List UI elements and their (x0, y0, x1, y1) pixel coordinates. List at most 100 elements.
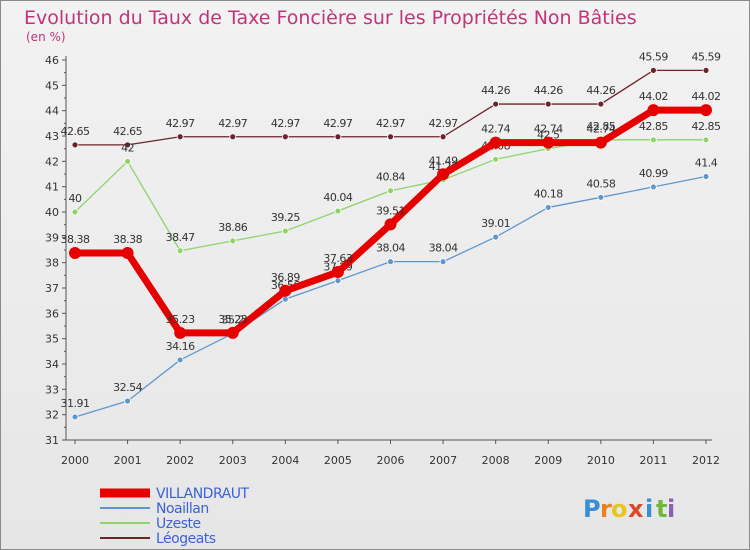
series-léogeats: 42.65 42.65 42.97 42.97 42.97 42.97 42.97 42.97… (61, 50, 721, 149)
data-label: 45.59 (639, 50, 668, 63)
data-label: 42.74 (586, 123, 615, 136)
x-tick-label: 2010 (587, 454, 615, 467)
data-point (387, 187, 394, 195)
data-label: 34.16 (166, 340, 195, 353)
data-point (647, 104, 660, 117)
data-point (69, 247, 81, 260)
series-noaillan: 31.9132.5434.1635.236.5637.2938.0438.043… (61, 157, 718, 421)
logo-letter: x (628, 495, 644, 523)
data-label: 42 (121, 141, 134, 154)
x-tick-label: 2011 (639, 454, 667, 467)
data-label: 37.63 (323, 252, 352, 265)
y-tick-label: 39 (45, 231, 59, 244)
data-label: 42.97 (429, 117, 458, 130)
series-layer: 42.65 42.65 42.97 42.97 42.97 42.97 42.97 42.97… (61, 50, 721, 421)
data-point (121, 247, 134, 260)
y-tick-label: 37 (45, 282, 59, 295)
data-point (650, 183, 657, 191)
logo-letter: i (667, 495, 675, 523)
data-point (176, 133, 184, 141)
y-tick-label: 34 (45, 358, 59, 371)
y-tick-label: 44 (45, 105, 59, 118)
data-point (650, 136, 657, 144)
y-tick-label: 32 (45, 409, 59, 422)
y-tick-label: 35 (45, 333, 59, 346)
data-point (387, 258, 394, 266)
legend-item-léogeats: Léogeats (100, 531, 216, 547)
data-label: 42.74 (481, 123, 510, 136)
data-point (71, 141, 79, 149)
data-label: 35.23 (166, 313, 195, 326)
chart-subtitle: (en %) (26, 30, 66, 44)
data-point (71, 208, 79, 216)
x-tick-label: 2004 (271, 454, 299, 467)
data-point (174, 326, 187, 339)
data-point (176, 247, 184, 255)
data-label: 38.04 (429, 242, 458, 255)
legend-label: Noaillan (156, 501, 209, 517)
y-tick-label: 33 (45, 383, 59, 396)
logo-letter: o (611, 495, 628, 523)
data-label: 44.26 (481, 84, 510, 97)
data-label: 31.91 (61, 397, 90, 410)
data-label: 35.23 (218, 313, 247, 326)
data-label: 44.02 (639, 90, 668, 103)
data-label: 35.2 (222, 314, 245, 327)
x-tick-label: 2002 (166, 454, 194, 467)
data-point (124, 141, 131, 149)
data-point (279, 284, 292, 297)
data-point (229, 237, 237, 245)
data-label: 42.85 (692, 120, 721, 133)
data-point (437, 168, 450, 181)
data-label: 38.86 (218, 221, 247, 234)
x-tick-label: 2012 (692, 454, 720, 467)
data-point (281, 295, 289, 303)
data-point (702, 136, 710, 144)
data-point (229, 133, 237, 141)
data-label: 42.85 (586, 120, 615, 133)
data-label: 42.74 (534, 123, 563, 136)
data-label: 41.49 (429, 154, 458, 167)
data-label: 39.01 (481, 217, 510, 230)
axes: 31 32 33 34 35 36 37 38 39 40 41 42 43 44 45 46 2000 2001… (45, 54, 720, 467)
data-label: 40 (69, 192, 82, 205)
data-label: 38.47 (166, 231, 195, 244)
data-label: 40.84 (376, 171, 405, 184)
data-point (597, 100, 605, 108)
y-tick-label: 41 (45, 181, 59, 194)
data-point (124, 397, 131, 405)
y-tick-label: 46 (45, 54, 59, 67)
y-tick-label: 40 (45, 206, 59, 219)
data-label: 32.54 (113, 381, 142, 394)
data-label: 42.97 (218, 117, 247, 130)
data-label: 38.04 (376, 242, 405, 255)
series-uzeste: 404238.4738.8639.2540.0440.8441.2742.084… (69, 120, 721, 255)
legend-label: VILLANDRAUT (156, 486, 249, 502)
data-point (439, 133, 447, 141)
data-point (702, 66, 710, 74)
y-tick-label: 42 (45, 155, 59, 168)
data-point (702, 173, 710, 180)
data-label: 44.02 (692, 90, 721, 103)
data-point (281, 133, 289, 141)
data-point (334, 133, 342, 141)
logo-letter: r (600, 495, 612, 523)
data-point (489, 136, 502, 149)
data-point (492, 155, 500, 163)
data-label: 41.4 (695, 157, 718, 170)
data-label: 42.5 (537, 129, 560, 142)
x-tick-label: 2008 (482, 454, 510, 467)
data-point (334, 277, 342, 285)
y-tick-label: 31 (45, 434, 59, 447)
data-point (544, 100, 552, 108)
series-villandraut: 38.38 38.38 35.23 35.23 36.89 37.63 39.51 41.49… (61, 90, 721, 339)
data-label: 44.26 (586, 84, 615, 97)
logo-letter: P (583, 495, 601, 523)
y-tick-label: 45 (45, 79, 59, 92)
data-label: 40.04 (323, 191, 352, 204)
data-point (331, 266, 344, 279)
data-label: 38.38 (61, 233, 90, 246)
